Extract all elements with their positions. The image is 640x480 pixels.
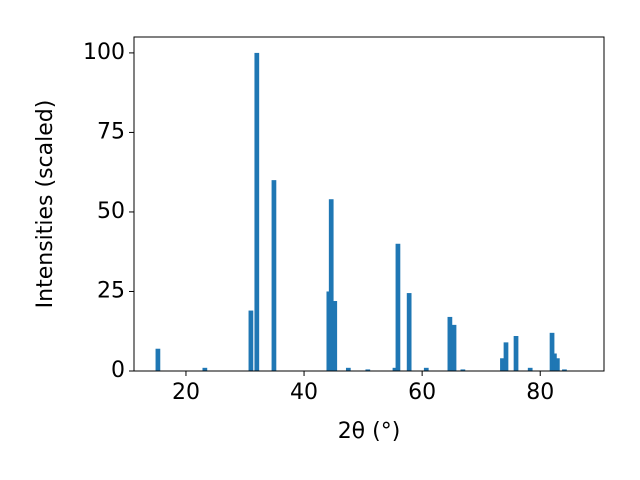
x-tick-label: 40: [290, 380, 318, 405]
bar: [423, 367, 429, 371]
bar: [500, 358, 505, 371]
y-tick-label: 0: [111, 358, 125, 383]
bar: [254, 52, 260, 372]
bar: [460, 369, 466, 371]
bar: [552, 353, 557, 371]
y-axis-label: Intensities (scaled): [33, 100, 58, 309]
bar: [392, 367, 398, 371]
bar: [527, 367, 533, 371]
bar: [406, 293, 412, 371]
bar: [328, 199, 334, 371]
bar: [155, 348, 161, 371]
y-tick-label: 25: [97, 278, 125, 303]
bar: [248, 310, 254, 371]
x-tick-label: 80: [526, 380, 554, 405]
bar: [345, 367, 351, 371]
bar: [554, 358, 560, 371]
bar: [447, 316, 453, 371]
bar: [451, 324, 457, 371]
y-tick-label: 50: [97, 199, 125, 224]
plot-frame: [133, 36, 605, 372]
x-tick-label: 60: [408, 380, 436, 405]
bar: [395, 243, 401, 371]
bar: [549, 332, 555, 371]
x-tick-label: 20: [172, 380, 200, 405]
bar: [202, 367, 208, 371]
bar: [365, 369, 371, 371]
bar: [513, 336, 519, 371]
y-tick-label: 100: [83, 40, 125, 65]
bar: [503, 342, 509, 371]
bar: [562, 369, 567, 371]
bar: [271, 180, 277, 371]
x-axis-label: 2θ (°): [338, 419, 401, 444]
bar: [332, 301, 338, 371]
y-tick-label: 75: [97, 119, 125, 144]
